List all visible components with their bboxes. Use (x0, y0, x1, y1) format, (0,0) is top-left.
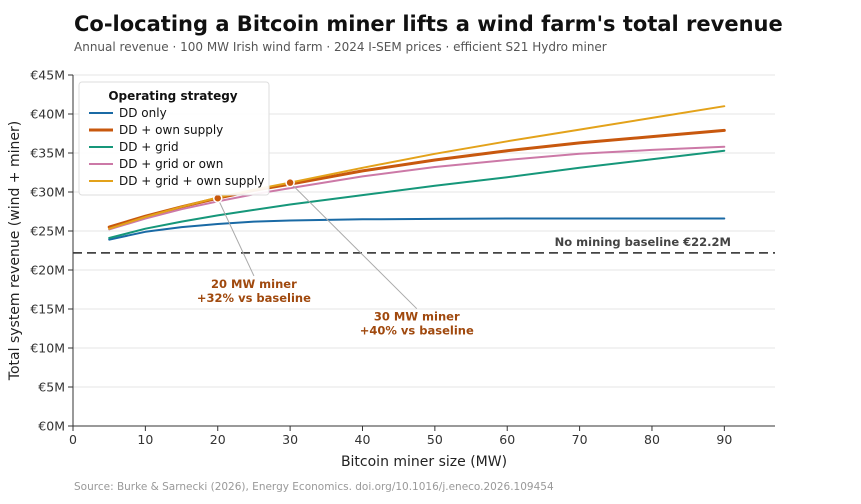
y-tick-label: €10M (30, 341, 65, 356)
legend-entry-label: DD + grid or own (119, 157, 223, 171)
annotation-label: +32% vs baseline (197, 291, 311, 305)
x-tick-label: 20 (210, 432, 226, 447)
x-tick-label: 60 (499, 432, 515, 447)
annotation-label: +40% vs baseline (360, 324, 474, 338)
series-line-3 (108, 145, 726, 231)
chart-subtitle: Annual revenue · 100 MW Irish wind farm … (74, 40, 607, 54)
x-tick-label: 90 (716, 432, 732, 447)
x-tick-label: 10 (137, 432, 153, 447)
y-tick-label: €30M (30, 185, 65, 200)
legend-box (78, 81, 270, 196)
x-tick-label: 50 (427, 432, 443, 447)
annotation-label: 30 MW miner (374, 310, 460, 324)
axes: €0M €5M €10M €15M €20M €25M €30M €35M €40M €45M 0 1… (7, 68, 775, 470)
y-tick-label: €35M (30, 146, 65, 161)
legend-entry-label: DD + own supply (119, 123, 223, 137)
legend: Operating strategy DD only DD + own supply… (78, 81, 270, 196)
annotation-leader (289, 182, 418, 310)
annotation-leader (217, 198, 255, 277)
legend-entry-label: DD + grid + own supply (119, 174, 264, 188)
series-line-2 (108, 149, 726, 239)
baseline-layer: No mining baseline €22.2M (73, 235, 775, 254)
series-line-4 (108, 105, 726, 230)
y-tick-label: €40M (30, 107, 65, 122)
x-tick-label: 70 (572, 432, 588, 447)
legend-title: Operating strategy (108, 89, 237, 103)
y-tick-label: €0M (38, 419, 65, 434)
x-tick-label: 40 (355, 432, 371, 447)
y-tick-label: €5M (38, 380, 65, 395)
legend-entry-label: DD + grid (119, 140, 179, 154)
annotation-marker (285, 177, 295, 188)
y-tick-label: €45M (30, 68, 65, 83)
x-tick-label: 0 (69, 432, 77, 447)
x-tick-label: 80 (644, 432, 660, 447)
x-axis-label: Bitcoin miner size (MW) (341, 454, 507, 470)
x-tick-label: 30 (282, 432, 298, 447)
annotation-layer: 20 MW miner+32% vs baseline 30 MW miner+4… (197, 177, 474, 338)
series-layer (107, 105, 726, 241)
y-tick-label: €25M (30, 224, 65, 239)
y-tick-label: €15M (30, 302, 65, 317)
series-line-0 (108, 217, 726, 241)
source-note: Source: Burke & Sarnecki (2026), Energy … (74, 481, 554, 493)
legend-entry-label: DD only (119, 106, 167, 120)
y-tick-label: €20M (30, 263, 65, 278)
y-axis-label: Total system revenue (wind + miner) (7, 121, 23, 381)
chart-title: Co-locating a Bitcoin miner lifts a wind… (74, 12, 783, 36)
annotation-label: 20 MW miner (211, 277, 297, 291)
baseline-label: No mining baseline €22.2M (555, 235, 731, 249)
